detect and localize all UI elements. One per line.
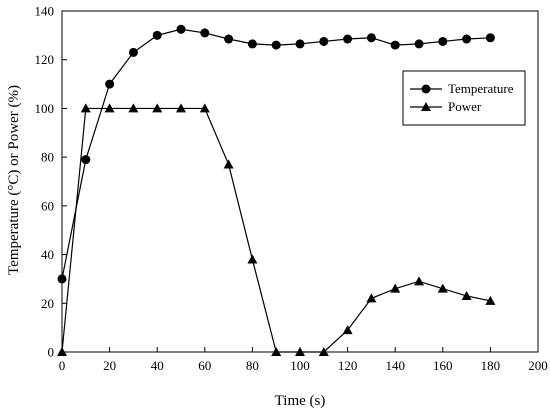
power-point xyxy=(223,159,234,169)
temperature-point xyxy=(176,24,186,34)
power-point xyxy=(176,103,186,113)
temperature-point xyxy=(390,40,400,50)
y-tick-label: 140 xyxy=(35,4,55,19)
x-tick-label: 40 xyxy=(151,358,164,373)
temperature-point xyxy=(128,47,138,57)
series-layer xyxy=(57,24,496,356)
y-tick-label: 60 xyxy=(41,198,54,213)
temperature-point xyxy=(462,34,472,44)
legend: Temperature Power xyxy=(402,70,526,126)
legend-label-temperature: Temperature xyxy=(448,81,514,96)
x-tick-label: 0 xyxy=(59,358,66,373)
legend-label-power: Power xyxy=(448,99,482,114)
x-tick-label: 200 xyxy=(528,358,548,373)
power-point xyxy=(461,290,472,300)
power-point xyxy=(104,103,115,113)
legend-box xyxy=(402,70,526,126)
power-point xyxy=(318,347,329,356)
temperature-point xyxy=(438,36,448,46)
temperature-point xyxy=(485,33,495,43)
temperature-point xyxy=(271,40,281,50)
axes: 0 20 40 60 80 100 120 140 160 180 200 0 20 40 60 80 100 1… xyxy=(35,4,548,374)
x-tick-label: 100 xyxy=(290,358,310,373)
y-tick-label: 120 xyxy=(35,52,55,67)
temperature-point xyxy=(414,39,424,49)
temperature-point xyxy=(81,155,91,165)
power-point xyxy=(247,254,258,264)
temperature-point xyxy=(295,39,305,49)
y-tick-label: 100 xyxy=(35,101,55,116)
y-tick-label: 20 xyxy=(41,296,54,311)
power-point xyxy=(295,347,305,356)
power-point xyxy=(199,103,210,113)
legend-marker-temperature xyxy=(421,84,431,94)
temperature-point xyxy=(57,274,67,284)
power-point xyxy=(390,283,401,293)
temperature-point xyxy=(224,34,234,44)
x-axis-title: Time (s) xyxy=(275,393,326,409)
power-point xyxy=(57,347,67,356)
legend-marker-power xyxy=(421,102,431,111)
power-point xyxy=(366,293,377,303)
y-tick-label: 40 xyxy=(41,247,54,262)
y-axis-title: Temperature (°C) or Power (%) xyxy=(6,85,22,275)
power-point xyxy=(342,325,353,335)
x-tick-label: 140 xyxy=(385,358,405,373)
power-point xyxy=(485,295,496,305)
x-tick-label: 80 xyxy=(246,358,259,373)
x-tick-label: 120 xyxy=(338,358,358,373)
x-tick-label: 180 xyxy=(481,358,501,373)
temperature-point xyxy=(247,39,257,49)
temperature-point xyxy=(366,33,376,43)
temperature-point xyxy=(152,30,162,40)
y-tick-label: 0 xyxy=(48,345,55,360)
power-point xyxy=(128,103,139,113)
temperature-point xyxy=(200,28,210,38)
x-tick-label: 20 xyxy=(103,358,116,373)
temperature-point xyxy=(319,36,329,46)
power-point xyxy=(80,103,91,113)
x-tick-label: 60 xyxy=(198,358,211,373)
power-point xyxy=(437,283,448,293)
power-point xyxy=(271,347,282,356)
y-tick-label: 80 xyxy=(41,150,54,165)
temperature-point xyxy=(105,79,115,89)
power-point xyxy=(152,103,163,113)
x-tick-label: 160 xyxy=(433,358,453,373)
temperature-point xyxy=(343,34,353,44)
power-point xyxy=(414,276,424,286)
